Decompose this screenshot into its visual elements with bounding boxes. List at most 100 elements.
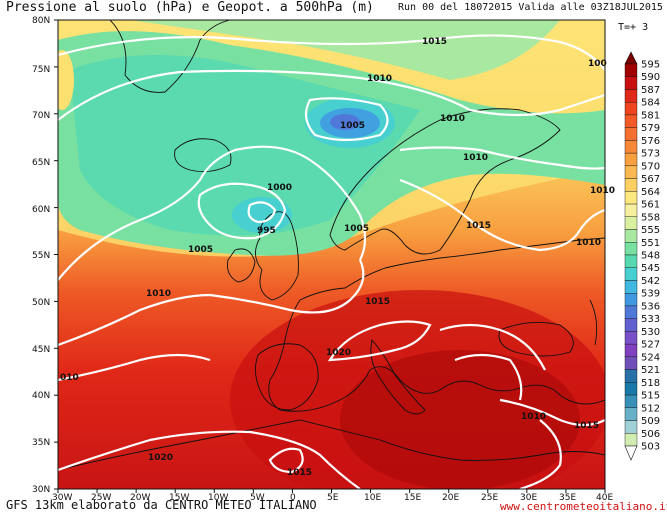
- isobar-label: 1000: [267, 183, 292, 193]
- lat-label: 50N: [32, 298, 50, 308]
- isobar-labels: 1015 1010 1005 1010 100 1010 1010 1000 9…: [60, 37, 615, 478]
- colorbar-swatch: [624, 165, 638, 179]
- chart-title: Pressione al suolo (hPa) e Geopot. a 500…: [6, 0, 374, 15]
- colorbar-arrow-bottom: [624, 445, 638, 461]
- isobars: [58, 34, 605, 489]
- colorbar-label: 530: [641, 327, 660, 338]
- isobar-label: 1020: [148, 453, 173, 463]
- colorbar-label: 512: [641, 403, 660, 414]
- isobar-label: 1020: [326, 348, 351, 358]
- lon-label: 25W: [91, 493, 111, 503]
- lat-label: 80N: [32, 16, 50, 26]
- colorbar-label: 533: [641, 314, 660, 325]
- colorbar-label: 548: [641, 251, 660, 262]
- colorbar-label: 587: [641, 85, 660, 96]
- lon-label: 15E: [404, 493, 421, 503]
- lon-label: 40E: [596, 493, 613, 503]
- lat-label: 45N: [32, 345, 50, 355]
- lon-label: 30E: [520, 493, 537, 503]
- colorbar-label: 524: [641, 352, 660, 363]
- lon-label: 15W: [169, 493, 189, 503]
- lat-label: 70N: [32, 111, 50, 121]
- isobar-label: 010: [60, 373, 79, 383]
- colorbar-swatch: [624, 407, 638, 421]
- lon-label: 5W: [250, 493, 265, 503]
- lon-label: 0: [290, 493, 296, 503]
- colorbar-swatch: [624, 331, 638, 345]
- colorbar-label: 570: [641, 161, 660, 172]
- isobar-label: 1005: [344, 224, 369, 234]
- colorbar-swatch: [624, 114, 638, 128]
- lat-label: 60N: [32, 205, 50, 215]
- colorbar-swatch: [624, 152, 638, 167]
- colorbar-swatch: [624, 433, 638, 447]
- lon-label: 20W: [130, 493, 150, 503]
- lat-label: 55N: [32, 251, 50, 261]
- lon-label: 5E: [327, 493, 339, 503]
- colorbar-label: 515: [641, 391, 660, 402]
- colorbar-label: 573: [641, 149, 660, 160]
- colorbar-label: 581: [641, 110, 660, 121]
- longitude-axis: 30W 25W 20W 15W 10W 5W 0 5E 10E 15E 20E …: [52, 493, 613, 503]
- isobar-label: 1015: [287, 468, 312, 478]
- lon-label: 35E: [559, 493, 576, 503]
- colorbar-swatch: [624, 76, 638, 90]
- isobar-label: 100: [588, 59, 607, 69]
- isobar-label: 1010: [576, 238, 601, 248]
- map-field: [58, 20, 605, 489]
- colorbar-swatch: [624, 140, 638, 154]
- axis-ticks: [54, 19, 606, 493]
- colorbar-label: 551: [641, 238, 660, 249]
- colorbar-label: 536: [641, 301, 660, 312]
- colorbar-swatch: [624, 420, 638, 434]
- colorbar-swatch: [624, 394, 638, 409]
- colorbar-label: 539: [641, 289, 660, 300]
- colorbar-swatch: [624, 305, 638, 319]
- colorbar-swatch: [624, 318, 638, 332]
- colorbar-swatch: [624, 178, 638, 192]
- colorbar-swatch: [624, 63, 638, 77]
- colorbar-swatch: [624, 267, 638, 281]
- colorbar-swatch: [624, 280, 638, 294]
- isobar-label: 995: [257, 226, 276, 236]
- model-credit: GFS 13km elaborato da CENTRO METEO ITALI…: [6, 498, 317, 512]
- colorbar-swatch: [624, 343, 638, 358]
- website-link[interactable]: www.centrometeoitaliano.it: [500, 500, 667, 513]
- colorbar-label: 521: [641, 365, 660, 376]
- colorbar-label: 567: [641, 174, 660, 185]
- colorbar-swatch: [624, 89, 638, 103]
- lat-label: 65N: [32, 158, 50, 168]
- colorbar-label: 527: [641, 340, 660, 351]
- colorbar-label: 584: [641, 98, 660, 109]
- isobar-label: 1015: [574, 421, 599, 431]
- lon-label: 30W: [52, 493, 72, 503]
- colorbar-swatch: [624, 382, 638, 396]
- colorbar-label: 518: [641, 378, 660, 389]
- isobar-label: 1005: [188, 245, 213, 255]
- colorbar-label: 576: [641, 136, 660, 147]
- colorbar-label: 590: [641, 72, 660, 83]
- isobar-label: 1010: [463, 153, 488, 163]
- colorbar-legend: 5955905875845815795765735705675645615585…: [624, 51, 660, 461]
- isobar-label: 1005: [340, 121, 365, 131]
- colorbar-label: 561: [641, 200, 660, 211]
- colorbar-label: 555: [641, 225, 660, 236]
- lat-label: 35N: [32, 438, 50, 448]
- colorbar-swatch: [624, 127, 638, 141]
- lat-label: 40N: [32, 391, 50, 401]
- colorbar-swatch: [624, 203, 638, 217]
- latitude-axis: 80N 75N 70N 65N 60N 55N 50N 45N 40N 35N …: [32, 16, 50, 495]
- lon-label: 10E: [364, 493, 381, 503]
- isobar-label: 1010: [521, 412, 546, 422]
- isobar-label: 1010: [367, 74, 392, 84]
- coastlines: [58, 20, 605, 471]
- lat-label: 75N: [32, 65, 50, 75]
- colorbar-swatch: [624, 356, 638, 370]
- colorbar-swatch: [624, 293, 638, 307]
- colorbar-label: 542: [641, 276, 660, 287]
- run-info: Run 00 del 18072015 Valida alle 03Z18JUL…: [398, 2, 663, 13]
- colorbar-label: 558: [641, 212, 660, 223]
- colorbar-label: 595: [641, 60, 660, 71]
- colorbar-swatch: [624, 242, 638, 256]
